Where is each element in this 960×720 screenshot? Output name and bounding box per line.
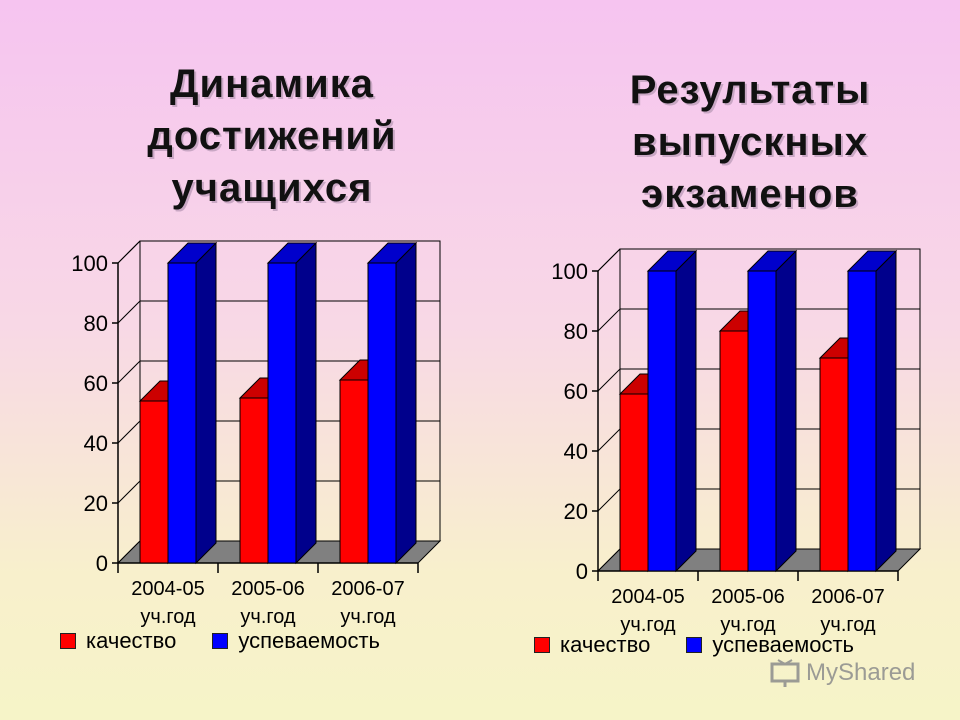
gridline-side — [117, 300, 141, 324]
bar-side — [675, 249, 697, 573]
y-tick-label: 80 — [84, 311, 108, 336]
x-tick-label: уч.год — [140, 606, 196, 628]
bar-quality — [619, 393, 649, 572]
gridline-side — [597, 368, 621, 392]
bar-top — [846, 250, 898, 272]
bar-chart-left: 0 20 40 60 80 100 2004-05 уч.год 2005-06 уч.год 20… — [71, 240, 442, 628]
bar-side — [295, 241, 317, 565]
legend-left: качество успеваемость — [60, 628, 416, 654]
x-tick-label: 2006-07 — [811, 586, 884, 608]
chart-title-left: Динамика достижений учащихся — [147, 62, 397, 210]
bar-progress — [367, 262, 397, 564]
bar-quality — [719, 330, 749, 572]
presentation-icon — [770, 659, 800, 687]
x-tick-label: 2004-05 — [131, 578, 204, 600]
legend-label-quality: качество — [560, 632, 651, 657]
bar-top — [646, 250, 698, 272]
bar-side — [395, 241, 417, 565]
y-tick-label: 20 — [564, 499, 588, 524]
x-tick-label: уч.год — [340, 606, 396, 628]
legend-label-quality: качество — [86, 628, 177, 653]
bar-progress — [267, 262, 297, 564]
bar-progress — [747, 270, 777, 572]
y-tick-label: 20 — [84, 491, 108, 516]
y-tick-label: 60 — [564, 379, 588, 404]
legend-swatch-quality — [534, 637, 550, 653]
y-tick-label: 40 — [84, 431, 108, 456]
bar-top — [266, 242, 318, 264]
legend-label-progress: успеваемость — [238, 628, 381, 653]
legend-right: качество успеваемость — [534, 632, 890, 658]
x-tick-label: 2005-06 — [231, 578, 304, 600]
bar-quality — [339, 379, 369, 564]
gridline-side — [597, 428, 621, 452]
gridline-side — [117, 360, 141, 384]
bar-quality — [139, 400, 169, 564]
y-axis-top — [117, 240, 141, 264]
x-tick-label: 2004-05 — [611, 586, 684, 608]
gridline-side — [117, 480, 141, 504]
y-tick-label: 60 — [84, 371, 108, 396]
bar-quality — [819, 357, 849, 572]
bar-chart-right: 0 20 40 60 80 100 2004-05 уч.год 2005-06 уч.год 20… — [551, 248, 922, 636]
x-tick-label: уч.год — [720, 614, 776, 636]
x-tick-label: 2005-06 — [711, 586, 784, 608]
bar-side — [195, 241, 217, 565]
x-tick-label: 2006-07 — [331, 578, 404, 600]
y-tick-label: 100 — [551, 259, 588, 284]
gridline-side — [117, 420, 141, 444]
bar-top — [366, 242, 418, 264]
y-axis-top — [597, 248, 621, 272]
legend-label-progress: успеваемость — [712, 632, 855, 657]
bar-top — [746, 250, 798, 272]
watermark-text: MyShared — [806, 659, 916, 686]
bar-side — [875, 249, 897, 573]
gridline-side — [597, 488, 621, 512]
chart-title-right: Результаты выпускных экзаменов — [629, 68, 871, 216]
watermark: MyShared — [770, 658, 915, 688]
bar-progress — [167, 262, 197, 564]
x-tick-label: уч.год — [620, 614, 676, 636]
legend-swatch-progress — [686, 637, 703, 653]
bar-quality — [239, 397, 269, 564]
x-tick-label: уч.год — [240, 606, 296, 628]
y-tick-label: 0 — [576, 559, 588, 584]
y-tick-label: 40 — [564, 439, 588, 464]
y-tick-label: 80 — [564, 319, 588, 344]
bar-progress — [647, 270, 677, 572]
y-tick-label: 0 — [96, 551, 108, 576]
y-tick-label: 100 — [71, 251, 108, 276]
x-tick-label: уч.год — [820, 614, 876, 636]
legend-swatch-progress — [212, 633, 229, 649]
bar-top — [166, 242, 218, 264]
gridline-side — [597, 308, 621, 332]
legend-swatch-quality — [60, 633, 76, 649]
bar-progress — [847, 270, 877, 572]
bar-side — [775, 249, 797, 573]
